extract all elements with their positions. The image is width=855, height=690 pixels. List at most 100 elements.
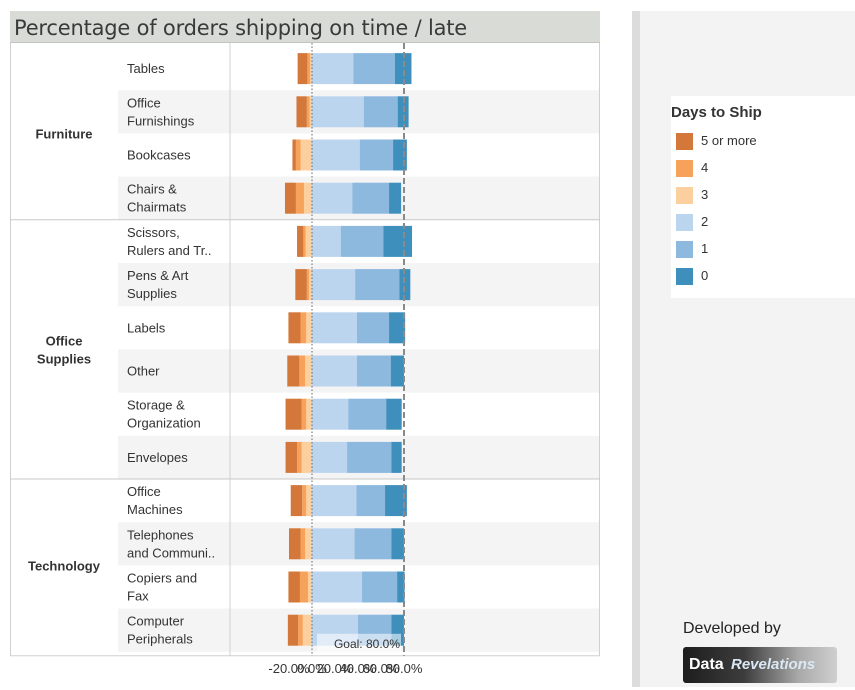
bar-bookcases-days-1 [359,139,394,171]
row-label-labels: Labels [127,320,166,335]
legend: Days to Ship 5 or more 4 3 2 1 0 [671,96,855,298]
bar-copiers-and-fax-days-0 [397,571,405,603]
bar-bookcases-days-2 [312,139,360,171]
diverging-bar-chart: Furniture Office Supplies Technology Tables O… [10,43,600,676]
bar-other-days-1 [356,355,391,387]
bar-other-days-0 [390,355,404,387]
bar-scissors-rulers-and-tr-5-or-more [297,225,304,257]
chart-title: Percentage of orders shipping on time / … [14,16,467,40]
bar-tables-3 [310,53,312,85]
bar-pens-art-supplies-3 [309,269,312,301]
bar-storage-organization-days-1 [348,398,387,430]
bar-storage-organization-3 [306,398,312,430]
bar-office-furnishings-3 [309,96,312,128]
bar-scissors-rulers-and-tr-4 [303,225,306,257]
group-label-office-supplies: Office Supplies [37,333,91,366]
bar-chairs-chairmats-4 [295,182,304,214]
bar-office-machines-days-0 [385,485,407,517]
bar-chairs-chairmats-days-0 [389,182,402,214]
x-tick-label: 40.0% [340,661,377,676]
bar-storage-organization-days-0 [386,398,402,430]
logo-revelations-text: Revelations [731,656,816,673]
bar-storage-organization-days-2 [312,398,349,430]
chart-title-bar: Percentage of orders shipping on time / … [10,11,600,43]
bar-chairs-chairmats-days-2 [312,182,353,214]
x-tick-label: 0.0% [297,661,327,676]
bar-pens-art-supplies-days-2 [312,269,356,301]
bar-office-furnishings-days-2 [312,96,364,128]
goal-label-bg [317,633,401,652]
bar-tables-days-1 [353,53,395,85]
legend-item-1[interactable]: 1 [671,238,851,260]
bar-labels-days-0 [389,312,406,344]
bar-envelopes-5-or-more [285,441,298,473]
bar-copiers-and-fax-4 [299,571,308,603]
legend-title: Days to Ship [671,104,762,121]
legend-item-0[interactable]: 0 [671,265,851,287]
legend-item-5-or-more[interactable]: 5 or more [671,130,851,152]
bar-envelopes-3 [301,441,312,473]
group-label-technology: Technology [28,558,101,573]
bar-bookcases-3 [300,139,312,171]
panel-divider [632,11,640,687]
bar-chairs-chairmats-5-or-more [284,182,296,214]
bar-scissors-rulers-and-tr-days-1 [340,225,384,257]
x-tick-label: 20.0% [317,661,354,676]
row-label-chairs-chairmats: Chairs & Chairmats [127,182,187,215]
bar-copiers-and-fax-days-2 [312,571,363,603]
bar-computer-peripherals-5-or-more [287,614,299,646]
bar-labels-4 [300,312,307,344]
bar-envelopes-days-2 [312,441,348,473]
bar-pens-art-supplies-4 [306,269,310,301]
legend-swatch [676,187,693,204]
row-label-copiers-and-fax: Copiers and Fax [127,571,197,604]
bar-labels-3 [306,312,312,344]
row-label-bookcases: Bookcases [127,148,191,163]
bar-scissors-rulers-and-tr-days-0 [383,225,413,257]
bar-tables-days-2 [312,53,354,85]
bar-office-machines-days-2 [312,485,357,517]
bar-computer-peripherals-4 [298,614,303,646]
legend-item-2[interactable]: 2 [671,211,851,233]
bar-other-5-or-more [287,355,300,387]
bar-office-machines-days-1 [356,485,386,517]
legend-item-3[interactable]: 3 [671,184,851,206]
data-revelations-logo[interactable]: Data Revelations [683,647,837,683]
legend-item-4[interactable]: 4 [671,157,851,179]
bar-copiers-and-fax-days-1 [362,571,398,603]
bar-copiers-and-fax-3 [307,571,312,603]
bar-other-3 [305,355,312,387]
legend-label: 4 [701,160,709,175]
legend-swatch [676,133,693,150]
legend-swatch [676,160,693,177]
bar-storage-organization-5-or-more [285,398,302,430]
bar-bookcases-5-or-more [292,139,296,171]
bar-telephones-and-communi-days-2 [312,528,355,560]
bar-computer-peripherals-3 [302,614,312,646]
x-tick-label: -20.0% [268,661,310,676]
bar-copiers-and-fax-5-or-more [288,571,300,603]
chart-area: Furniture Office Supplies Technology Tables O… [10,43,600,676]
bar-chairs-chairmats-days-1 [352,182,390,214]
bar-office-furnishings-days-1 [363,96,398,128]
legend-label: 0 [701,268,709,283]
row-label-envelopes: Envelopes [127,450,188,465]
legend-swatch [676,214,693,231]
legend-label: 3 [701,187,709,202]
bar-scissors-rulers-and-tr-3 [305,225,312,257]
x-tick-label: 60.0% [363,661,400,676]
developed-by-label: Developed by [683,620,781,637]
bar-other-days-2 [312,355,357,387]
bar-office-furnishings-4 [306,96,310,128]
row-label-pens-art-supplies: Pens & Art Supplies [127,268,189,301]
bar-office-machines-4 [302,485,307,517]
bar-office-furnishings-5-or-more [296,96,307,128]
bar-other-4 [299,355,306,387]
bar-telephones-and-communi-4 [300,528,306,560]
legend-label: 1 [701,241,709,256]
bar-telephones-and-communi-3 [305,528,312,560]
bar-bookcases-4 [295,139,301,171]
bar-envelopes-days-0 [391,441,402,473]
bar-labels-5-or-more [288,312,301,344]
